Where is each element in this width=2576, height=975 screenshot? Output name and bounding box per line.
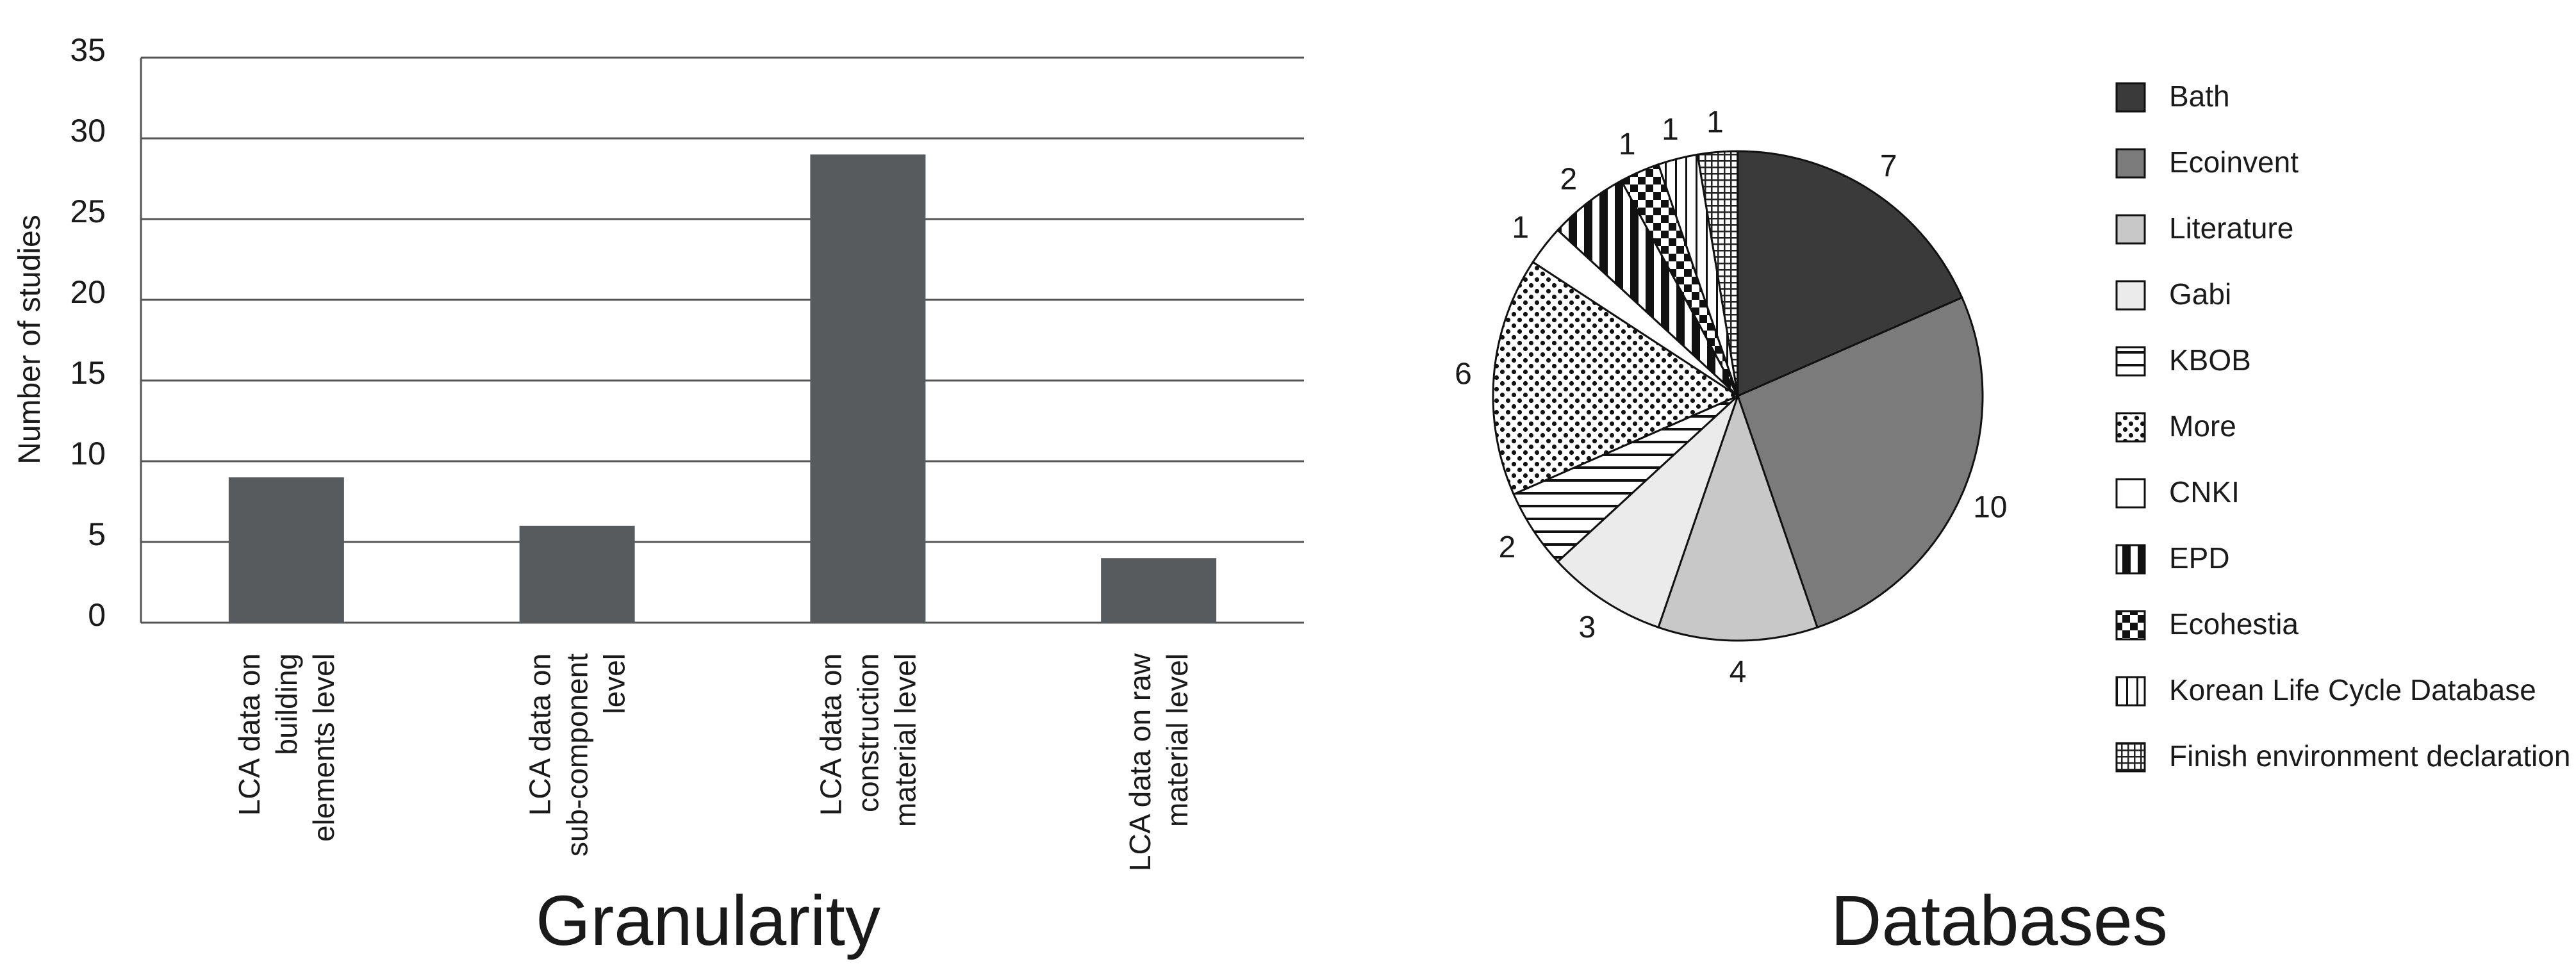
y-tick-label: 30 — [70, 113, 106, 149]
bar — [1101, 558, 1217, 623]
y-tick-label: 25 — [70, 193, 106, 229]
x-category-label: LCA data on — [524, 653, 557, 815]
x-category-label: level — [598, 653, 631, 714]
pie-slice-label: 4 — [1730, 655, 1747, 689]
legend-swatch — [2115, 676, 2146, 707]
pie-slice-label: 1 — [1512, 211, 1529, 245]
x-category-label: building — [270, 653, 303, 755]
legend-swatch — [2115, 478, 2146, 509]
legend-label: KBOB — [2169, 343, 2251, 377]
x-category-label: material level — [888, 653, 921, 827]
pie-slice — [1696, 150, 1739, 397]
legend-label: CNKI — [2169, 475, 2240, 509]
x-category-label: LCA data on — [233, 653, 266, 815]
pie-slices — [1492, 150, 1984, 642]
legend-swatch — [2115, 544, 2146, 575]
y-tick-label: 5 — [88, 516, 106, 552]
pie-slice — [1737, 296, 1984, 629]
legend-item: KBOB — [2115, 343, 2251, 377]
bar-series — [228, 154, 1217, 623]
bar — [228, 477, 344, 623]
y-tick-label: 35 — [70, 32, 106, 68]
x-category-label: LCA data on — [814, 653, 847, 815]
legend-label: Finish environment declaration — [2169, 739, 2570, 773]
pie-slice-label: 2 — [1499, 530, 1516, 564]
pie-chart-title: Databases — [1831, 881, 2168, 960]
y-tick-label: 0 — [88, 597, 106, 633]
legend-item: Ecoinvent — [2115, 145, 2299, 179]
legend-swatch — [2115, 148, 2146, 179]
y-tick-label: 15 — [70, 355, 106, 391]
legend-item: Ecohestia — [2115, 607, 2299, 641]
bar-category-labels: LCA data on building elements level LCA dat… — [233, 653, 1194, 871]
legend-swatch — [2115, 280, 2146, 311]
bar — [810, 154, 926, 623]
pie-slice — [1492, 260, 1740, 496]
legend-label: Ecohestia — [2169, 607, 2299, 641]
legend-swatch — [2115, 742, 2146, 773]
bar-y-axis-label: Number of studies — [13, 215, 47, 464]
pie-slice-label: 10 — [1973, 491, 2007, 525]
legend-item: Finish environment declaration — [2115, 739, 2570, 773]
x-category-label: material level — [1160, 653, 1194, 827]
legend-label: Gabi — [2169, 277, 2231, 311]
bar-y-tick-labels: 0 5 10 15 20 25 30 35 — [70, 32, 106, 633]
pie-slice-label: 1 — [1619, 127, 1636, 161]
legend-item: Gabi — [2115, 277, 2231, 311]
x-category-label: elements level — [307, 653, 340, 842]
pie-slice-label: 3 — [1578, 610, 1596, 644]
y-tick-label: 20 — [70, 274, 106, 310]
legend-item: Literature — [2115, 211, 2293, 245]
legend-swatch — [2115, 82, 2146, 113]
x-category-label: LCA data on raw — [1123, 653, 1157, 871]
legend-item: CNKI — [2115, 475, 2240, 509]
legend-item: More — [2115, 409, 2236, 443]
legend-item: EPD — [2115, 541, 2230, 575]
legend-swatch — [2115, 412, 2146, 443]
legend-label: Bath — [2169, 79, 2230, 113]
legend-swatch — [2115, 214, 2146, 245]
legend-item: Bath — [2115, 79, 2230, 113]
pie-slice — [1657, 393, 1819, 642]
legend-item: Korean Life Cycle Database — [2115, 673, 2536, 707]
legend-swatch — [2115, 610, 2146, 641]
pie-slice — [1737, 150, 1963, 398]
legend-label: Korean Life Cycle Database — [2169, 673, 2536, 707]
pie-slice-label: 2 — [1560, 163, 1578, 197]
x-category-label: sub-component — [561, 653, 594, 856]
pie-legend: Bath Ecoinvent Literature Gabi KBOB More CNKI E… — [2115, 79, 2570, 773]
legend-label: Literature — [2169, 211, 2293, 245]
pie-slice — [1556, 395, 1739, 629]
bar — [519, 525, 635, 623]
legend-swatch — [2115, 346, 2146, 377]
pie-slice-label: 1 — [1706, 105, 1724, 139]
y-tick-label: 10 — [70, 436, 106, 471]
legend-label: More — [2169, 409, 2236, 443]
bar-chart-title: Granularity — [536, 881, 880, 960]
legend-label: Ecoinvent — [2169, 145, 2299, 179]
x-category-label: construction — [851, 653, 884, 812]
legend-label: EPD — [2169, 541, 2230, 575]
pie-slice-label: 6 — [1455, 357, 1472, 391]
pie-slice-label: 7 — [1880, 149, 1897, 183]
pie-slice-label: 1 — [1662, 113, 1679, 147]
